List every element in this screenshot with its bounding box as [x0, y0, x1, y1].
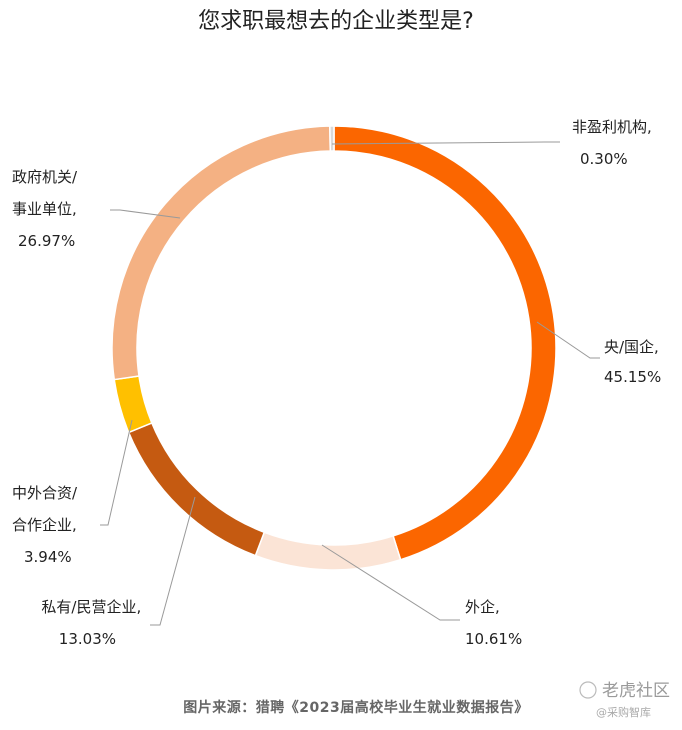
slice-nonprofit — [329, 125, 335, 152]
slice-foreign — [254, 531, 402, 571]
label-nonprofit: 非盈利机构, 0.30% — [572, 118, 657, 168]
chart-title: 您求职最想去的企业类型是? — [198, 9, 474, 34]
slice-joint-venture — [113, 375, 153, 434]
leader-line-joint-venture — [100, 419, 133, 526]
watermark: 老虎社区 @采购智库 — [579, 681, 670, 719]
leader-line-foreign — [321, 544, 460, 621]
leader-line-private — [150, 496, 196, 626]
source-caption: 图片来源：猎聘《2023届高校毕业生就业数据报告》 — [183, 699, 528, 716]
watermark-logo-icon — [579, 681, 597, 699]
watermark-sub: @采购智库 — [596, 705, 651, 719]
leader-line-government — [110, 209, 181, 219]
label-joint-venture: 中外合资/ 合作企业, 3.94% — [12, 484, 82, 566]
label-government: 政府机关/ 事业单位, 26.97% — [12, 168, 82, 250]
watermark-main: 老虎社区 — [602, 681, 670, 701]
slice-central-soe — [333, 125, 557, 561]
label-foreign: 外企, 10.61% — [465, 598, 522, 648]
slice-government — [111, 125, 332, 381]
label-central-soe: 央/国企, 45.15% — [604, 338, 664, 386]
label-private: 私有/民营企业, 13.03% — [41, 598, 146, 648]
slice-private — [127, 421, 266, 557]
leader-line-nonprofit — [331, 141, 560, 145]
leader-line-central-soe — [536, 321, 600, 359]
